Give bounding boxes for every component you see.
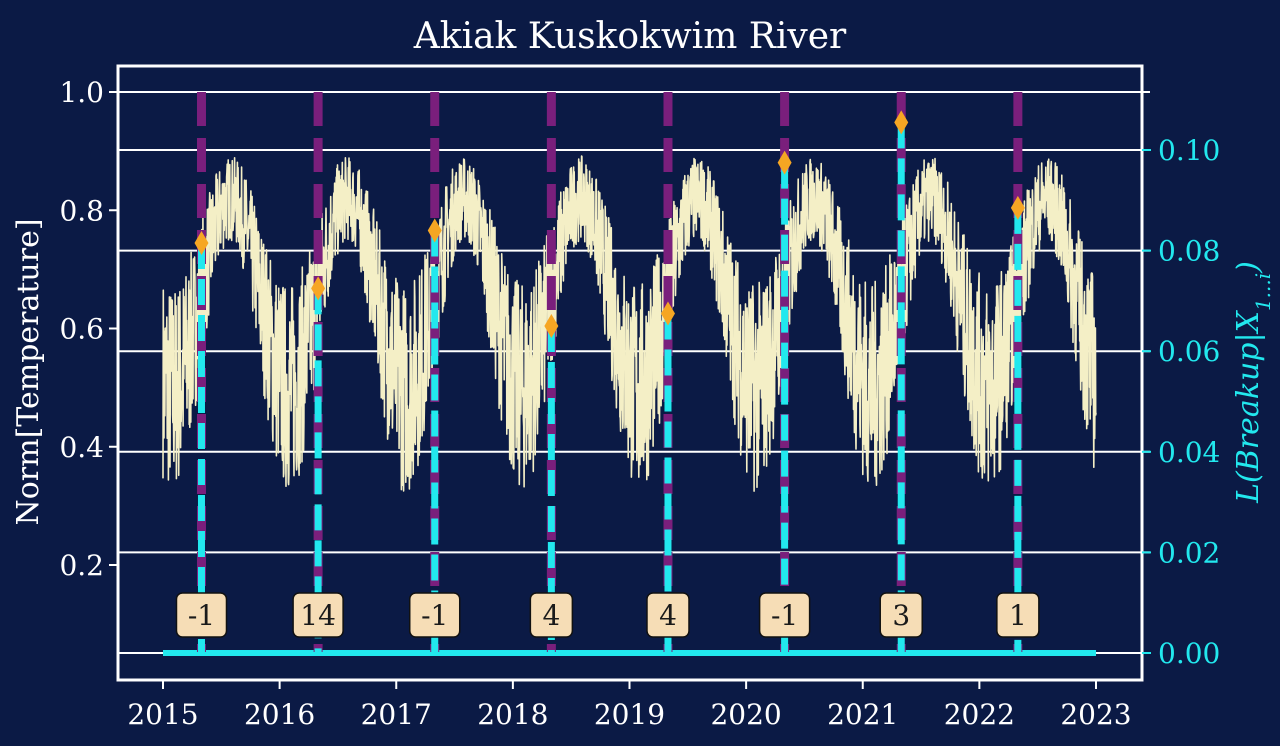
lag-label: 3 <box>892 599 910 632</box>
x-tick-label: 2023 <box>1060 698 1131 731</box>
temperature-series <box>162 155 1097 492</box>
lag-label: 4 <box>659 599 677 632</box>
y2-tick-label: 0.04 <box>1158 436 1220 469</box>
temperature-line <box>162 155 1097 492</box>
breakup-event: 1 <box>996 92 1040 653</box>
y-tick-label: 0.2 <box>59 549 104 582</box>
lag-label-box <box>292 592 344 638</box>
y-axis-label: Norm[Temperature] <box>11 218 46 525</box>
lag-label-box <box>996 592 1040 638</box>
y2-axis-label: L(Breakup|X1...i) <box>1231 261 1275 504</box>
x-tick-label: 2021 <box>827 698 898 731</box>
breakup-event: 14 <box>292 92 344 653</box>
breakup-event: -1 <box>175 92 228 653</box>
lag-label: 4 <box>542 599 560 632</box>
lag-label-box <box>529 592 574 638</box>
breakup-marker <box>194 231 209 256</box>
breakup-event: 4 <box>646 92 690 653</box>
x-tick-label: 2019 <box>594 698 665 731</box>
x-tick-label: 2022 <box>944 698 1015 731</box>
axes: 2015 2016 2017 2018 2019 2020 2021 2022 2023 0.2 0… <box>59 76 1220 731</box>
x-tick-label: 2018 <box>477 698 548 731</box>
y2-axis-label-sub: 1...i <box>1251 273 1275 311</box>
lag-label-box <box>408 592 461 638</box>
y2-tick-label: 0.10 <box>1158 134 1220 167</box>
x-tick-label: 2015 <box>127 698 198 731</box>
y-tick-label: 0.8 <box>59 194 104 227</box>
lag-label-box <box>758 592 811 638</box>
lag-label: -1 <box>421 599 448 632</box>
breakup-marker <box>660 301 675 326</box>
y-tick-label: 1.0 <box>59 76 104 109</box>
y2-axis-label-end: ) <box>1231 261 1266 274</box>
y2-tick-label: 0.02 <box>1158 536 1220 569</box>
breakup-marker <box>311 276 326 301</box>
x-tick-label: 2017 <box>361 698 432 731</box>
lag-label-box <box>879 592 923 638</box>
lag-label: 1 <box>1009 599 1027 632</box>
lag-label: -1 <box>188 599 215 632</box>
lag-label: -1 <box>771 599 798 632</box>
breakup-marker <box>777 150 792 175</box>
x-tick-label: 2020 <box>710 698 781 731</box>
breakup-marker <box>427 218 442 243</box>
breakup-marker <box>1010 195 1025 220</box>
breakup-event: 4 <box>529 92 574 653</box>
breakup-marker <box>894 110 909 135</box>
lag-label: 14 <box>300 599 336 632</box>
y-tick-label: 0.4 <box>59 431 104 464</box>
y2-tick-label: 0.08 <box>1158 235 1220 268</box>
lag-label-box <box>175 592 228 638</box>
y2-tick-label: 0.00 <box>1158 637 1220 670</box>
lag-label-box <box>646 592 690 638</box>
breakup-event: -1 <box>758 92 811 653</box>
y2-axis-label-main: L(Breakup|X <box>1231 309 1266 503</box>
x-tick-label: 2016 <box>244 698 315 731</box>
y2-tick-label: 0.06 <box>1158 335 1220 368</box>
chart-title: Akiak Kuskokwim River <box>413 16 847 57</box>
breakup-event: -1 <box>408 92 461 653</box>
breakup-event: 3 <box>879 92 923 653</box>
breakup-marker <box>544 314 559 339</box>
breakup-events: -1 14 -1 4 4 -1 3 1 <box>163 92 1096 656</box>
y-tick-label: 0.6 <box>59 313 104 346</box>
